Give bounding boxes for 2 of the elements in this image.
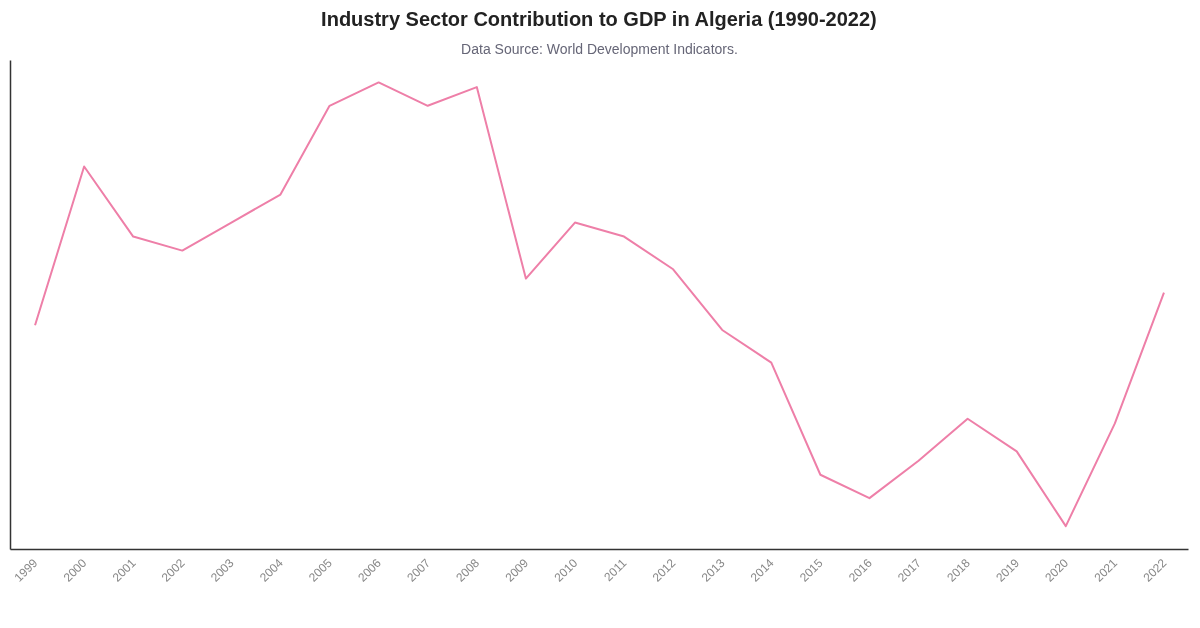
chart-subtitle: Data Source: World Development Indicators. (461, 40, 738, 57)
chart-title: Industry Sector Contribution to GDP in Algeria (1990-2022) (321, 7, 877, 30)
